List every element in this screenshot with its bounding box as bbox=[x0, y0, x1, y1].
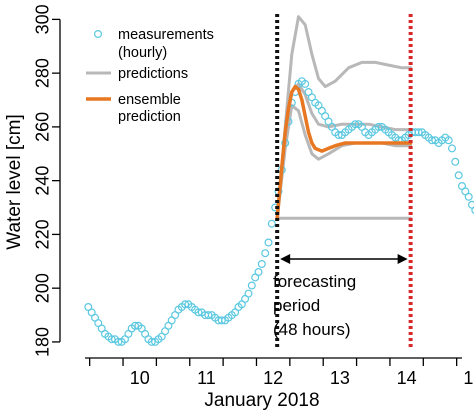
measurement-point bbox=[334, 131, 343, 140]
measurement-point bbox=[471, 206, 474, 214]
measurement-point bbox=[181, 300, 190, 309]
measurement-point bbox=[451, 157, 460, 166]
y-tick-label: 240 bbox=[33, 166, 53, 196]
measurement-point bbox=[247, 281, 256, 290]
measurement-point bbox=[444, 136, 453, 145]
measurement-point bbox=[448, 144, 457, 153]
y-tick-label: 260 bbox=[33, 112, 53, 142]
arrow-right-head bbox=[397, 254, 408, 264]
ensemble-line bbox=[275, 84, 413, 221]
measurement-point bbox=[147, 337, 156, 346]
prediction-line-3 bbox=[275, 103, 413, 220]
annotation-line: (48 hours) bbox=[273, 320, 350, 339]
legend-marker-measurements bbox=[93, 30, 102, 39]
measurement-point bbox=[464, 192, 473, 201]
measurement-point bbox=[301, 79, 310, 88]
measurement-point bbox=[217, 316, 226, 325]
prediction-line-1 bbox=[275, 15, 413, 220]
measurement-point bbox=[257, 260, 266, 269]
legend: measurements (hourly) predictions ensemblep… bbox=[86, 27, 214, 125]
measurement-point bbox=[454, 171, 463, 180]
x-tick-label: 14 bbox=[397, 368, 417, 388]
x-tick-label: 15 bbox=[463, 368, 474, 388]
y-tick-label: 200 bbox=[33, 273, 53, 303]
x-axis-label: January 2018 bbox=[204, 390, 319, 411]
y-tick-label: 280 bbox=[33, 58, 53, 88]
measurement-points bbox=[84, 77, 474, 346]
legend-label: (hourly) bbox=[118, 45, 167, 61]
arrow-left-head bbox=[280, 254, 291, 264]
measurement-point bbox=[114, 337, 123, 346]
axes: 180 200 220 240 260 280 300 10 11 12 13 14 15 January… bbox=[4, 4, 474, 411]
x-tick-label: 13 bbox=[330, 368, 350, 388]
x-tick-label: 11 bbox=[197, 368, 216, 388]
ensemble-prediction-line bbox=[275, 84, 413, 221]
measurement-point bbox=[244, 289, 253, 298]
measurement-point bbox=[254, 268, 263, 277]
measurement-point bbox=[428, 136, 437, 145]
y-tick-label: 220 bbox=[33, 219, 53, 249]
measurement-point bbox=[107, 335, 116, 344]
prediction-line-2 bbox=[275, 82, 413, 220]
measurement-point bbox=[267, 219, 276, 228]
legend-label: prediction bbox=[118, 109, 181, 125]
annotation-line: period bbox=[273, 296, 320, 315]
measurement-point bbox=[261, 249, 270, 258]
prediction-lines bbox=[275, 15, 413, 220]
measurement-point bbox=[414, 128, 423, 137]
measurement-point bbox=[374, 122, 383, 131]
measurement-point bbox=[204, 311, 213, 320]
legend-label: ensemble bbox=[118, 92, 181, 108]
measurement-point bbox=[131, 321, 140, 330]
legend-label: predictions bbox=[118, 66, 188, 82]
measurement-point bbox=[351, 120, 360, 129]
measurement-point bbox=[264, 238, 273, 247]
x-tick-label: 10 bbox=[130, 368, 150, 388]
legend-label: measurements bbox=[118, 27, 214, 43]
y-tick-label: 180 bbox=[33, 327, 53, 357]
x-tick-label: 12 bbox=[263, 368, 283, 388]
y-axis-label: Water level [cm] bbox=[4, 114, 25, 250]
y-tick-label: 300 bbox=[33, 4, 53, 34]
forecast-annotation: forecasting period (48 hours) bbox=[273, 254, 408, 339]
forecast-window-lines bbox=[275, 14, 413, 350]
annotation-line: forecasting bbox=[273, 272, 356, 291]
measurement-point bbox=[194, 308, 203, 317]
